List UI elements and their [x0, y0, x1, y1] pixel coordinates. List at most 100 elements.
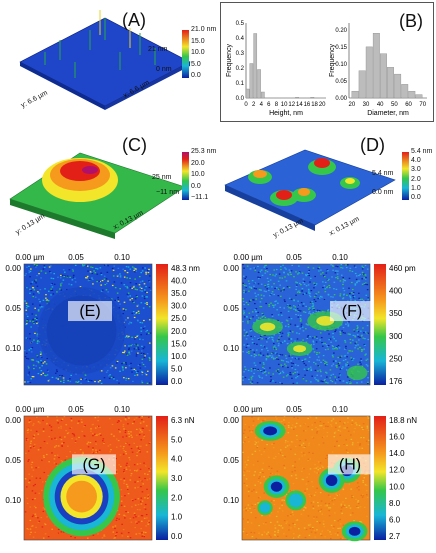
map-texture [253, 362, 256, 364]
map-texture [279, 335, 282, 337]
map-texture [271, 443, 274, 445]
map-texture [122, 436, 124, 438]
map-texture [117, 298, 119, 300]
map-texture [143, 517, 146, 519]
map-texture [99, 433, 101, 435]
map-texture [33, 443, 36, 446]
map-texture [254, 282, 257, 284]
map-texture [350, 438, 353, 441]
map-texture [31, 341, 34, 343]
map-texture [138, 449, 141, 451]
map-texture [90, 428, 92, 430]
map-texture [137, 480, 139, 483]
map-texture [146, 451, 149, 453]
map-texture [107, 265, 109, 267]
map-texture [144, 366, 147, 368]
map-texture [364, 283, 367, 285]
map-texture [140, 527, 142, 530]
map-texture [280, 359, 283, 361]
map-texture [27, 427, 30, 429]
map-texture [359, 443, 362, 445]
map-texture [346, 376, 349, 378]
map-texture [25, 357, 28, 360]
map-texture [261, 334, 263, 337]
map-texture [329, 496, 332, 498]
map-texture [351, 419, 354, 421]
map-texture [254, 364, 257, 366]
map-texture [148, 269, 150, 271]
map-texture [27, 365, 30, 367]
map-texture [351, 422, 354, 424]
map-texture [367, 417, 370, 419]
map-texture [49, 270, 51, 273]
map-texture [37, 321, 39, 324]
map-texture [112, 376, 115, 378]
map-texture [267, 372, 270, 374]
map-texture [281, 382, 283, 385]
map-texture [135, 371, 138, 374]
map-texture [300, 451, 303, 453]
map-texture [316, 431, 319, 433]
map-texture [70, 374, 72, 377]
map-texture [308, 356, 311, 358]
map-texture [29, 528, 32, 530]
map-texture [297, 316, 300, 318]
hist-bar [379, 53, 387, 99]
map-texture [132, 517, 135, 519]
map-texture [262, 523, 265, 525]
map-texture [330, 379, 332, 382]
map-texture [263, 290, 266, 292]
map-texture [137, 515, 140, 517]
map-texture [301, 287, 304, 290]
map-colorbar-tick-label: 16.0 [389, 433, 405, 442]
map-texture [320, 534, 323, 537]
map-texture [274, 287, 276, 290]
map-texture [358, 292, 360, 294]
map-colorbar-tick-label: 25.0 [171, 314, 187, 323]
map-texture [342, 294, 345, 296]
map-texture [315, 294, 317, 296]
map-texture [148, 478, 151, 480]
map-texture [326, 286, 329, 288]
map-texture [351, 512, 354, 514]
map-texture [343, 423, 345, 425]
map-texture [304, 439, 307, 441]
map-texture [289, 330, 292, 332]
map-texture [367, 332, 370, 334]
map-texture [246, 315, 248, 318]
map-texture [135, 521, 137, 524]
map-y-tick-label: 0.00 [223, 264, 239, 273]
map-texture [324, 291, 327, 293]
map-texture [261, 349, 263, 351]
map-texture [136, 295, 139, 298]
map-texture [129, 469, 131, 471]
map-texture [145, 273, 147, 275]
map-texture [40, 374, 43, 376]
map-texture [269, 476, 271, 478]
map-texture [366, 496, 369, 498]
map-texture [77, 422, 79, 424]
map-texture [362, 481, 365, 483]
map-texture [135, 353, 138, 355]
map-texture [363, 283, 366, 285]
map-texture [50, 283, 53, 286]
map-texture [317, 380, 319, 382]
hist-y-tick-label: 0.3 [236, 51, 245, 57]
map-texture [307, 266, 310, 268]
map-texture [37, 433, 40, 435]
map-texture [336, 276, 339, 278]
map-texture [314, 491, 317, 494]
map-texture [339, 430, 342, 432]
map-texture [40, 352, 42, 354]
map-texture [124, 336, 127, 338]
map-texture [50, 272, 52, 274]
map-texture [303, 506, 306, 508]
map-texture [274, 357, 277, 359]
map-texture [287, 432, 290, 434]
map-y-tick-label: 0.10 [223, 496, 239, 505]
map-texture [127, 535, 129, 538]
map-texture [287, 441, 289, 443]
map-texture [246, 343, 249, 345]
map-texture [309, 296, 312, 298]
map-texture [327, 309, 330, 311]
